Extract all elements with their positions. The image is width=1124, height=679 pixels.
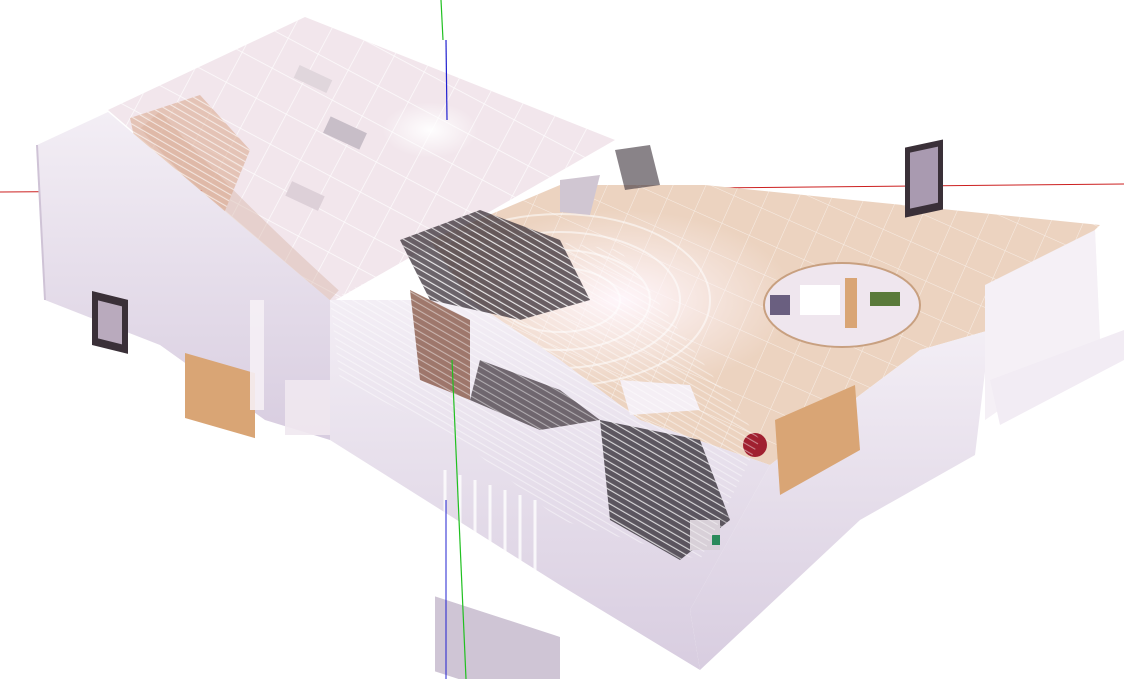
- round-opening: [763, 262, 921, 348]
- right-wall: [690, 330, 990, 670]
- right-room: [330, 139, 1124, 679]
- ceiling-light: [382, 102, 478, 158]
- z-axis-line: [445, 39, 448, 121]
- wall-door: [185, 353, 255, 439]
- y-axis-line: [451, 359, 467, 679]
- ceiling-vent: [323, 116, 367, 150]
- wood-panel-right: [775, 385, 860, 495]
- left-room: [36, 17, 615, 440]
- wall-radiator: [435, 596, 560, 679]
